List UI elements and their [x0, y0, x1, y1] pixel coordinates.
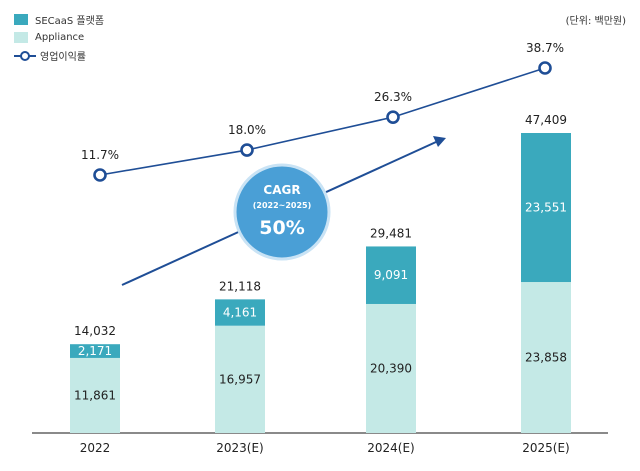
label-appliance-0: 11,861 — [74, 388, 116, 402]
bar-secaas-3 — [521, 133, 571, 283]
cagr-title: CAGR — [263, 183, 300, 197]
cagr-period: (2022~2025) — [253, 201, 312, 210]
cagr-bubble — [233, 163, 331, 261]
legend-swatch-appliance — [14, 31, 28, 43]
bar-secaas-0 — [70, 344, 120, 358]
margin-point-1 — [240, 143, 254, 157]
margin-label-3: 38.7% — [526, 41, 564, 55]
label-secaas-3: 23,551 — [525, 201, 567, 215]
legend-item-secaas: SECaaS 플랫폼 — [14, 12, 105, 27]
legend: SECaaS 플랫폼 Appliance 영업이익률 — [14, 12, 104, 66]
label-appliance-1: 16,957 — [219, 372, 261, 386]
margin-point-3 — [538, 61, 552, 75]
margin-label-0: 11.7% — [81, 148, 119, 162]
margin-label-1: 18.0% — [228, 123, 266, 137]
label-appliance-2: 20,390 — [370, 361, 412, 375]
margin-point-0 — [93, 168, 107, 182]
margin-label-2: 26.3% — [374, 90, 412, 104]
label-total-1: 21,118 — [219, 279, 261, 293]
label-total-3: 47,409 — [525, 113, 567, 127]
cagr-value: 50% — [259, 217, 304, 239]
bar-secaas-1 — [215, 299, 265, 326]
legend-label-secaas: SECaaS 플랫폼 — [35, 15, 105, 27]
bar-appliance-0 — [70, 357, 120, 433]
cagr-arrow-head — [433, 136, 446, 147]
legend-label-margin: 영업이익률 — [40, 51, 86, 63]
legend-item-margin: 영업이익률 — [14, 48, 104, 63]
label-secaas-1: 4,161 — [223, 306, 257, 320]
bar-appliance-2 — [366, 303, 416, 433]
x-tick-2: 2024(E) — [367, 441, 414, 455]
bar-secaas-2 — [366, 246, 416, 304]
x-tick-3: 2025(E) — [522, 441, 569, 455]
legend-label-appliance: Appliance — [35, 31, 85, 43]
x-tick-0: 2022 — [80, 441, 111, 455]
label-secaas-0: 2,171 — [78, 344, 112, 358]
margin-point-2 — [386, 110, 400, 124]
label-total-0: 14,032 — [74, 324, 116, 338]
legend-swatch-margin — [14, 49, 36, 61]
bar-appliance-3 — [521, 282, 571, 433]
legend-item-appliance: Appliance — [14, 30, 104, 44]
x-tick-1: 2023(E) — [216, 441, 263, 455]
label-appliance-3: 23,858 — [525, 351, 567, 365]
unit-label: (단위: 백만원) — [565, 16, 626, 27]
label-secaas-2: 9,091 — [374, 268, 408, 282]
margin-line — [99, 67, 546, 176]
bar-appliance-1 — [215, 325, 265, 433]
label-total-2: 29,481 — [370, 226, 412, 240]
legend-swatch-secaas — [14, 13, 28, 25]
